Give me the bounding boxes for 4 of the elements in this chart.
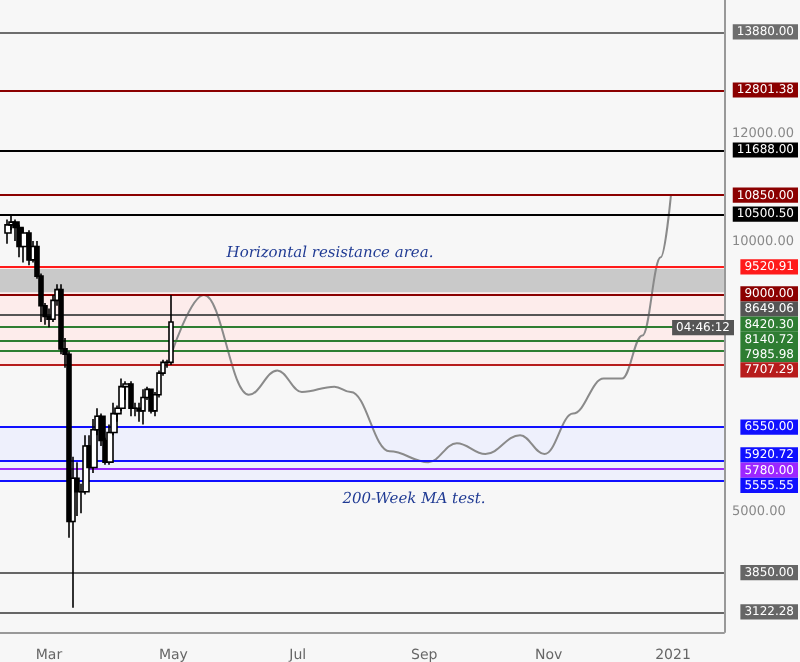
candlestick (20, 226, 28, 264)
candlestick (140, 388, 146, 426)
candlestick (26, 229, 32, 267)
line-series (170, 194, 672, 464)
